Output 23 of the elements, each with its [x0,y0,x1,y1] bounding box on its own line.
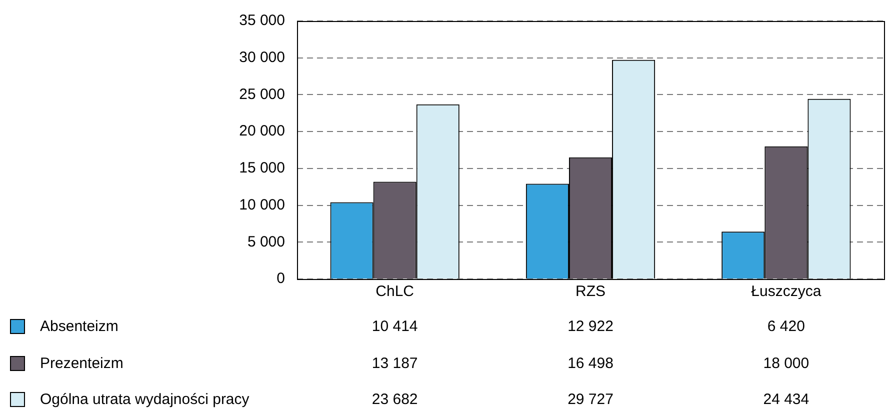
y-tick-label: 10 000 [239,196,285,214]
x-tick-label: RZS [576,283,606,300]
y-tick-label: 20 000 [239,122,285,140]
data-label: 23 682 [372,391,418,408]
y-tick-label: 35 000 [239,12,285,30]
x-tick-label: Łuszczyca [751,283,822,300]
data-label: 18 000 [763,355,810,372]
y-tick-label: 5 000 [247,233,285,250]
data-label: 12 922 [568,318,614,336]
data-label: 10 414 [372,318,418,336]
data-label: 6 420 [767,318,805,336]
y-tick-label: 0 [276,270,285,288]
legend-label: Ogólna utrata wydajności pracy [40,391,250,408]
data-label: 16 498 [568,355,614,372]
data-label: 13 187 [372,355,418,372]
y-tick-label: 30 000 [239,49,285,66]
legend-label: Absenteizm [40,318,118,336]
y-tick-label: 15 000 [239,160,285,177]
data-label: 29 727 [568,391,614,408]
data-label: 24 434 [763,391,810,408]
y-tick-label: 25 000 [239,86,285,103]
x-tick-label: ChLC [376,283,414,300]
legend-label: Prezenteizm [40,355,124,372]
